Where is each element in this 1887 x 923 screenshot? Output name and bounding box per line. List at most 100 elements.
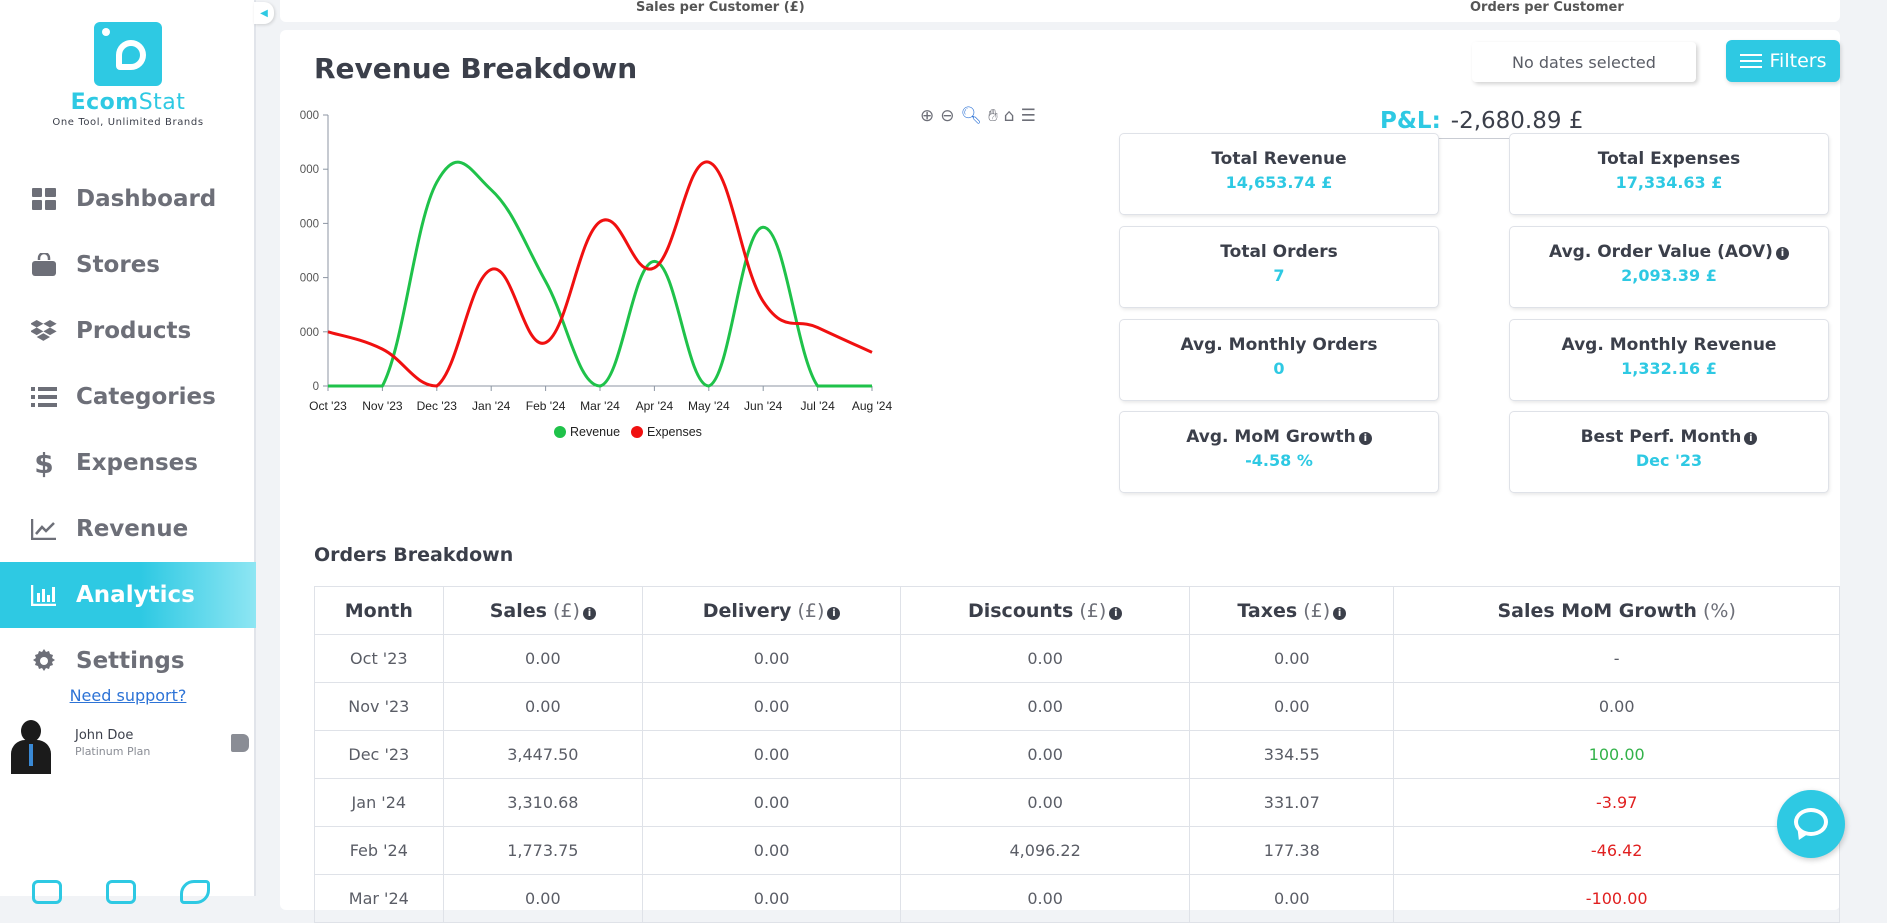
table-cell: 0.00 bbox=[643, 875, 901, 923]
info-icon[interactable]: i bbox=[1359, 432, 1372, 445]
table-cell: 4,096.22 bbox=[901, 827, 1190, 875]
stat-label: Total Orders bbox=[1220, 242, 1337, 262]
legend-marker-expenses bbox=[631, 426, 643, 438]
info-icon[interactable]: i bbox=[1109, 607, 1122, 620]
table-cell: 0.00 bbox=[643, 827, 901, 875]
x-tick-label: Oct '23 bbox=[309, 399, 347, 413]
legend-marker-revenue bbox=[554, 426, 566, 438]
chat-button[interactable] bbox=[1777, 790, 1845, 858]
pl-value: -2,680.89 £ bbox=[1451, 108, 1584, 134]
stat-label: Avg. Monthly Orders bbox=[1181, 335, 1378, 355]
sidebar-item-dashboard[interactable]: Dashboard bbox=[0, 166, 256, 232]
table-cell: 0.00 bbox=[901, 731, 1190, 779]
stat-label: Total Revenue bbox=[1211, 149, 1346, 169]
orders-breakdown-title: Orders Breakdown bbox=[314, 544, 513, 566]
table-cell: 0.00 bbox=[901, 779, 1190, 827]
zoom-out-icon[interactable]: ⊖ bbox=[940, 106, 954, 126]
legend-label-revenue: Revenue bbox=[570, 425, 620, 439]
info-icon[interactable]: i bbox=[1776, 247, 1789, 260]
sidebar-collapse-button[interactable]: ◀ bbox=[254, 2, 274, 24]
list-icon bbox=[30, 384, 58, 410]
user-profile[interactable]: John Doe Platinum Plan bbox=[3, 714, 253, 774]
sidebar-item-label: Products bbox=[76, 318, 191, 344]
table-cell: 1,773.75 bbox=[443, 827, 642, 875]
table-cell: 0.00 bbox=[443, 875, 642, 923]
x-tick-label: Jul '24 bbox=[800, 399, 835, 413]
column-header-unit: (£) bbox=[1297, 600, 1330, 622]
table-cell: Oct '23 bbox=[315, 635, 444, 683]
info-icon[interactable]: i bbox=[583, 607, 596, 620]
table-cell: 0.00 bbox=[643, 635, 901, 683]
menu-icon[interactable]: ☰ bbox=[1021, 106, 1036, 126]
sidebar-item-label: Stores bbox=[76, 252, 160, 278]
table-cell: Nov '23 bbox=[315, 683, 444, 731]
table-cell: -100.00 bbox=[1394, 875, 1840, 923]
column-header: Discounts (£)i bbox=[901, 587, 1190, 635]
table-cell: Feb '24 bbox=[315, 827, 444, 875]
stat-value: Dec '23 bbox=[1510, 451, 1828, 470]
table-cell: 0.00 bbox=[643, 731, 901, 779]
column-header: Sales MoM Growth (%) bbox=[1394, 587, 1840, 635]
stat-total-orders: Total Orders 7 bbox=[1120, 227, 1438, 307]
reset-home-icon[interactable]: ⌂ bbox=[1004, 106, 1015, 126]
table-cell: 0.00 bbox=[901, 875, 1190, 923]
stat-value: 17,334.63 £ bbox=[1510, 173, 1828, 192]
y-tick-label: 5000 bbox=[300, 110, 319, 122]
x-tick-label: May '24 bbox=[688, 399, 730, 413]
table-cell: 334.55 bbox=[1190, 731, 1394, 779]
stat-total-expenses: Total Expenses 17,334.63 £ bbox=[1510, 134, 1828, 214]
sidebar-item-stores[interactable]: Stores bbox=[0, 232, 256, 298]
column-header-label: Sales MoM Growth bbox=[1497, 600, 1697, 622]
table-cell: 0.00 bbox=[443, 683, 642, 731]
sidebar-nav: Dashboard Stores Products Categories $ E… bbox=[0, 166, 256, 694]
sidebar-item-revenue[interactable]: Revenue bbox=[0, 496, 256, 562]
column-header: Month bbox=[315, 587, 444, 635]
x-tick-label: Jan '24 bbox=[472, 399, 511, 413]
dropbox-boxes-icon bbox=[30, 318, 58, 344]
column-header-unit: (%) bbox=[1697, 600, 1736, 622]
filters-button[interactable]: Filters bbox=[1726, 40, 1840, 82]
table-cell: 3,310.68 bbox=[443, 779, 642, 827]
column-header: Delivery (£)i bbox=[643, 587, 901, 635]
sidebar-item-expenses[interactable]: $ Expenses bbox=[0, 430, 256, 496]
sidebar-item-categories[interactable]: Categories bbox=[0, 364, 256, 430]
sidebar-item-products[interactable]: Products bbox=[0, 298, 256, 364]
table-cell: -46.42 bbox=[1394, 827, 1840, 875]
sidebar-item-analytics[interactable]: Analytics bbox=[0, 562, 256, 628]
pl-label: P&L: bbox=[1380, 108, 1441, 134]
sliders-icon bbox=[1740, 52, 1762, 70]
table-cell: 0.00 bbox=[1190, 683, 1394, 731]
stat-value: 14,653.74 £ bbox=[1120, 173, 1438, 192]
sidebar-item-label: Analytics bbox=[76, 582, 195, 608]
instagram-icon[interactable] bbox=[32, 880, 62, 904]
youtube-icon[interactable] bbox=[106, 880, 136, 904]
bar-chart-icon bbox=[30, 582, 58, 608]
zoom-select-icon[interactable]: 🔍︎ bbox=[961, 106, 983, 126]
line-chart-icon bbox=[30, 516, 58, 542]
y-tick-label: 0 bbox=[313, 381, 319, 393]
pan-hand-icon[interactable]: ✋︎ bbox=[988, 106, 998, 126]
twitter-icon[interactable] bbox=[180, 880, 210, 904]
stat-label: Best Perf. Month bbox=[1581, 427, 1742, 447]
sidebar-item-settings[interactable]: Settings bbox=[0, 628, 256, 694]
info-icon[interactable]: i bbox=[1744, 432, 1757, 445]
table-cell: 177.38 bbox=[1190, 827, 1394, 875]
stat-value: 7 bbox=[1120, 266, 1438, 285]
user-name: John Doe bbox=[75, 728, 133, 743]
brand-name-suffix: Stat bbox=[139, 90, 186, 115]
table-cell: Dec '23 bbox=[315, 731, 444, 779]
sidebar-item-label: Dashboard bbox=[76, 186, 216, 212]
info-icon[interactable]: i bbox=[827, 607, 840, 620]
brand-logo[interactable]: EcomStat One Tool, Unlimited Brands bbox=[0, 22, 256, 128]
stat-label: Avg. Order Value (AOV) bbox=[1549, 242, 1773, 262]
table-cell: - bbox=[1394, 635, 1840, 683]
support-link[interactable]: Need support? bbox=[0, 686, 256, 705]
info-icon[interactable]: i bbox=[1333, 607, 1346, 620]
chevron-left-icon: ◀ bbox=[260, 8, 268, 19]
stat-avg-monthly-orders: Avg. Monthly Orders 0 bbox=[1120, 320, 1438, 400]
logout-icon[interactable] bbox=[231, 734, 249, 752]
sidebar-item-label: Revenue bbox=[76, 516, 188, 542]
date-range-picker[interactable]: No dates selected bbox=[1472, 42, 1696, 82]
stat-total-revenue: Total Revenue 14,653.74 £ bbox=[1120, 134, 1438, 214]
